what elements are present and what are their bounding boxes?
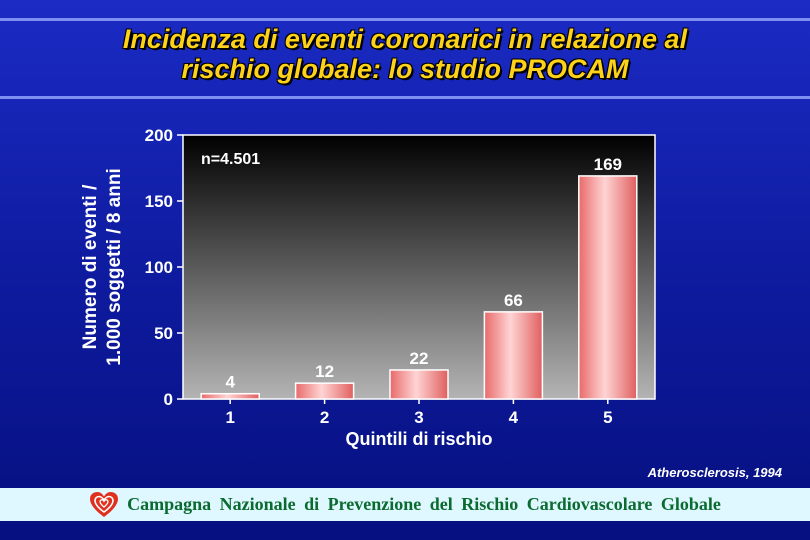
data-label: 22	[410, 349, 429, 368]
y-tick-label: 200	[145, 126, 173, 145]
x-axis: 1 2 3 4 5	[225, 399, 613, 427]
heart-logo-icon	[90, 491, 119, 517]
top-rule	[0, 18, 810, 21]
plot-area	[182, 134, 656, 400]
y-axis: 0 50 100 150 200	[145, 126, 183, 409]
y-tick-label: 0	[164, 390, 173, 409]
y-tick-label: 100	[145, 258, 173, 277]
sample-size-annotation: n=4.501	[201, 151, 260, 168]
bar-1	[200, 392, 260, 400]
y-tick-label: 50	[154, 324, 173, 343]
y-tick-label: 150	[145, 192, 173, 211]
x-tick-label: 5	[603, 408, 612, 427]
data-label: 66	[504, 291, 523, 310]
x-tick-label: 4	[509, 408, 519, 427]
bar-2	[294, 382, 355, 400]
data-label: 12	[315, 362, 334, 381]
source-citation: Atherosclerosis, 1994	[647, 465, 782, 480]
data-label: 169	[594, 155, 622, 174]
x-tick-label: 2	[320, 408, 329, 427]
x-tick-label: 3	[414, 408, 423, 427]
bar-4	[483, 311, 544, 400]
bar-5	[578, 175, 638, 400]
bars: 4 12 22 66 169	[200, 155, 638, 400]
footer-text: Campagna Nazionale di Prevenzione del Ri…	[127, 494, 721, 514]
x-axis-label: Quintili di rischio	[345, 429, 492, 449]
bar-3	[389, 369, 449, 400]
y-axis-label-line-2: 1.000 soggetti / 8 anni	[104, 168, 125, 365]
y-axis-label-line-1: Numero di eventi /	[80, 184, 101, 349]
data-label: 4	[225, 373, 235, 392]
title-line-2: rischio globale: lo studio PROCAM	[181, 54, 629, 84]
page-title: Incidenza di eventi coronarici in relazi…	[0, 24, 810, 84]
title-line-1: Incidenza di eventi coronarici in relazi…	[122, 24, 688, 54]
footer-banner: Campagna Nazionale di Prevenzione del Ri…	[0, 488, 810, 521]
y-axis-label: Numero di eventi / 1.000 soggetti / 8 an…	[80, 168, 125, 365]
title-rule	[0, 96, 810, 99]
x-tick-label: 1	[225, 408, 234, 427]
